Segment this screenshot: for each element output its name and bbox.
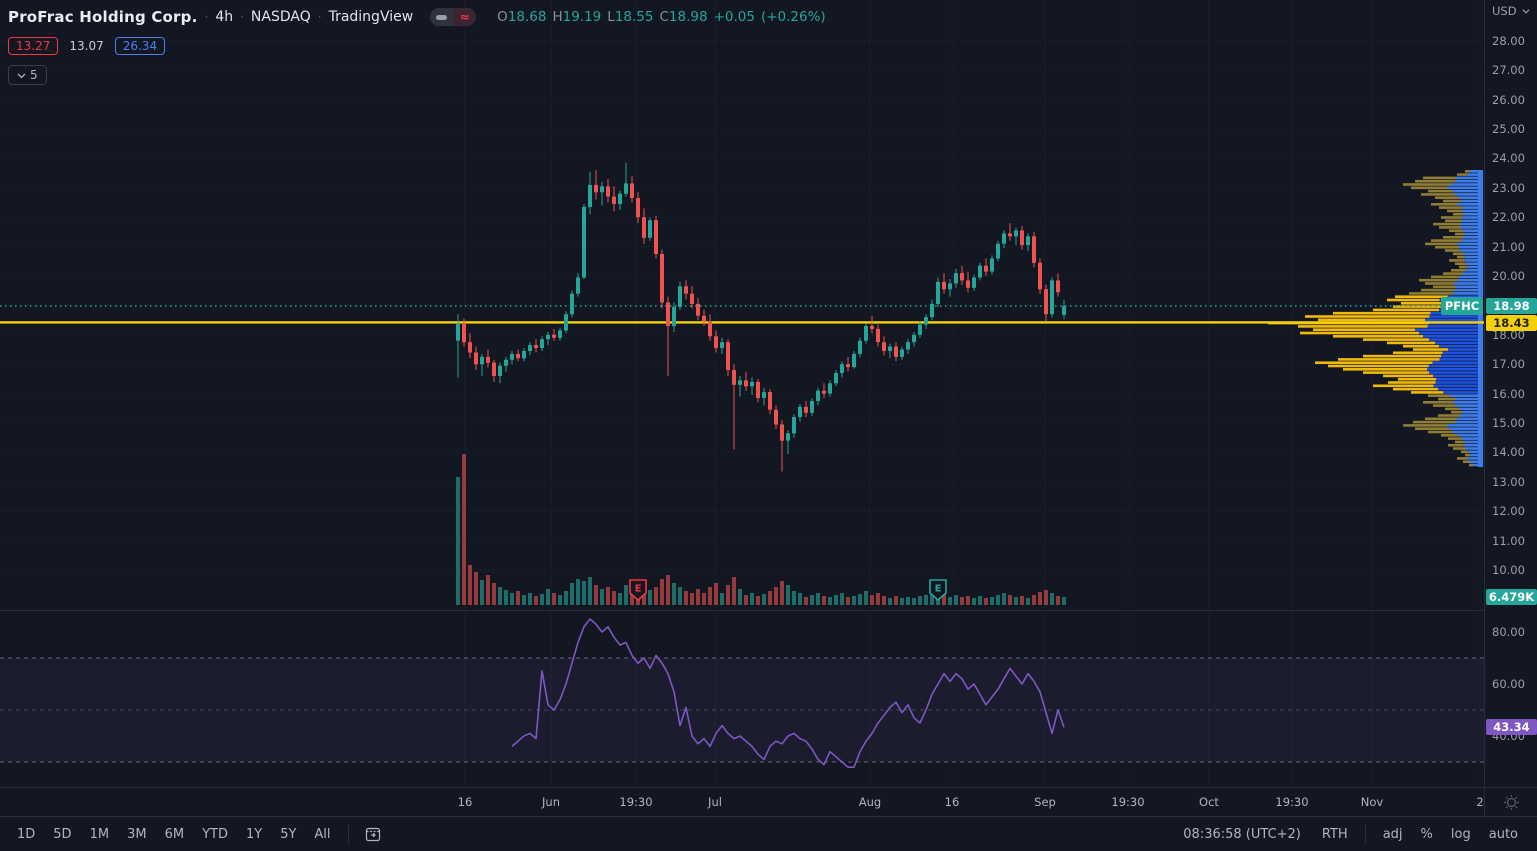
interval-label[interactable]: 4h — [215, 9, 234, 25]
open-value: 18.68 — [507, 9, 547, 25]
exchange-label: NASDAQ — [250, 9, 311, 25]
toolbar-divider — [1364, 824, 1366, 844]
date-range-switcher: 1D 5D 1M 3M 6M YTD 1Y 5Y All — [8, 824, 389, 845]
price-axis[interactable]: USD 28.00 27.00 26.00 25.00 24.00 23.00 22.00 2… — [1484, 0, 1537, 786]
time-tick-label: Sep — [1034, 795, 1056, 809]
time-tick-label: 19:30 — [619, 795, 653, 809]
range-button-1y[interactable]: 1Y — [245, 826, 263, 842]
change-value: +0.05 — [713, 9, 755, 25]
market-status-pill[interactable]: ≈ — [430, 8, 477, 26]
toolbar-right: 08:36:58 (UTC+2) RTH adj% log auto — [1171, 824, 1527, 845]
data-delay-icon: ≈ — [453, 8, 477, 26]
chevron-down-icon — [1522, 9, 1530, 14]
rsi-tick-label: 60.00 — [1492, 677, 1525, 691]
price-tick-label: 25.00 — [1492, 122, 1525, 136]
svg-text:E: E — [635, 584, 642, 595]
separator-dot: · — [240, 10, 244, 24]
price-tick-label: 12.00 — [1492, 504, 1525, 519]
price-level-badge[interactable]: 26.34 — [114, 37, 166, 55]
symbol-title-row: ProFrac Holding Corp. · 4h · NASDAQ · Tr… — [8, 6, 826, 28]
price-tick-label: 18.00 — [1492, 327, 1525, 342]
toolbar-divider — [347, 824, 349, 844]
chevron-down-icon — [17, 73, 26, 78]
last-price-badge: 18.98 — [1486, 298, 1537, 314]
ticker-price-label: PFHC — [1441, 297, 1483, 315]
axis-corner — [1484, 788, 1537, 816]
time-tick-label: 19:30 — [1275, 795, 1309, 809]
time-tick-label: Aug — [858, 795, 882, 809]
theme-sun-icon[interactable] — [1503, 794, 1520, 811]
indicators-collapse-button[interactable]: 5 — [8, 65, 47, 85]
scale-button-percent[interactable]: % — [1420, 826, 1433, 842]
separator-dot: · — [204, 10, 209, 24]
time-tick-label: 2 — [1476, 795, 1484, 809]
price-tick-label: 23.00 — [1492, 180, 1525, 195]
rsi-value-badge: 43.34 — [1486, 719, 1537, 736]
range-button-3m[interactable]: 3M — [127, 826, 147, 842]
price-tick-label: 14.00 — [1492, 445, 1525, 460]
scale-button-adj[interactable]: adj — [1382, 826, 1403, 842]
price-tick-label: 20.00 — [1492, 269, 1525, 283]
time-tick-label: Jun — [542, 795, 560, 809]
rsi-tick-label: 80.00 — [1492, 625, 1525, 639]
time-axis[interactable]: 16 Jun 19:30 Jul Aug 16 Sep 19:30 Oct 19:30 Nov 2 — [0, 787, 1537, 816]
range-button-1m[interactable]: 1M — [89, 826, 110, 842]
scale-button-log[interactable]: log — [1450, 826, 1471, 842]
market-closed-icon — [430, 8, 454, 26]
price-tick-label: 24.00 — [1492, 151, 1525, 166]
range-button-ytd[interactable]: YTD — [202, 826, 228, 842]
price-tick-label: 28.00 — [1492, 33, 1525, 48]
price-level-badges: 13.27 13.07 26.34 — [8, 37, 826, 55]
price-tick-label: 16.00 — [1492, 386, 1525, 401]
scale-button-auto[interactable]: auto — [1488, 826, 1518, 842]
range-button-1d[interactable]: 1D — [17, 826, 36, 842]
price-tick-label: 11.00 — [1492, 533, 1525, 548]
collapsed-count: 5 — [30, 68, 38, 82]
svg-text:E: E — [935, 584, 942, 595]
time-tick-label: 16 — [457, 795, 473, 809]
close-value: 18.98 — [668, 9, 708, 25]
clock-button[interactable]: 08:36:58 (UTC+2) — [1183, 826, 1301, 842]
low-value: 18.55 — [614, 9, 654, 25]
high-value: 19.19 — [562, 9, 602, 25]
time-tick-label: Oct — [1199, 795, 1219, 809]
line-price-badge: 18.43 — [1486, 315, 1537, 332]
time-tick-label: 19:30 — [1111, 795, 1145, 809]
scale-adjustments: adj% log auto — [1374, 824, 1527, 845]
volume-value-badge: 6.479K — [1486, 589, 1537, 605]
time-tick-label: Jul — [708, 795, 722, 809]
ohlc-readout: O18.68 H19.19 L18.55 C18.98 +0.05 (+0.26… — [497, 9, 826, 25]
time-tick-label: 16 — [944, 795, 960, 809]
separator-dot: · — [317, 10, 322, 24]
go-to-date-icon[interactable] — [357, 826, 389, 842]
symbol-name[interactable]: ProFrac Holding Corp. — [8, 8, 198, 26]
price-level-badge[interactable]: 13.27 — [8, 37, 59, 55]
currency-selector[interactable]: USD — [1492, 4, 1530, 18]
price-tick-label: 27.00 — [1492, 63, 1525, 78]
chart-legend: ProFrac Holding Corp. · 4h · NASDAQ · Tr… — [8, 6, 826, 85]
range-button-5d[interactable]: 5D — [53, 826, 72, 842]
price-tick-label: 15.00 — [1492, 416, 1525, 430]
provider-label: TradingView — [328, 9, 414, 25]
price-tick-label: 10.00 — [1492, 563, 1525, 577]
range-button-5y[interactable]: 5Y — [280, 826, 297, 842]
time-tick-label: Nov — [1360, 795, 1384, 809]
price-tick-label: 13.00 — [1492, 474, 1525, 489]
range-button-all[interactable]: All — [314, 826, 331, 842]
price-level-badge[interactable]: 13.07 — [66, 37, 107, 55]
price-tick-label: 21.00 — [1492, 239, 1525, 254]
bottom-toolbar: 1D 5D 1M 3M 6M YTD 1Y 5Y All 08:36:58 (UTC+2) RT… — [0, 816, 1537, 851]
price-tick-label: 22.00 — [1492, 210, 1525, 225]
session-button[interactable]: RTH — [1321, 826, 1348, 842]
range-button-6m[interactable]: 6M — [164, 826, 185, 842]
price-tick-label: 17.00 — [1492, 357, 1525, 372]
pane-separator[interactable] — [0, 610, 1537, 611]
change-percent: (+0.26%) — [760, 9, 826, 25]
price-tick-label: 26.00 — [1492, 92, 1525, 107]
